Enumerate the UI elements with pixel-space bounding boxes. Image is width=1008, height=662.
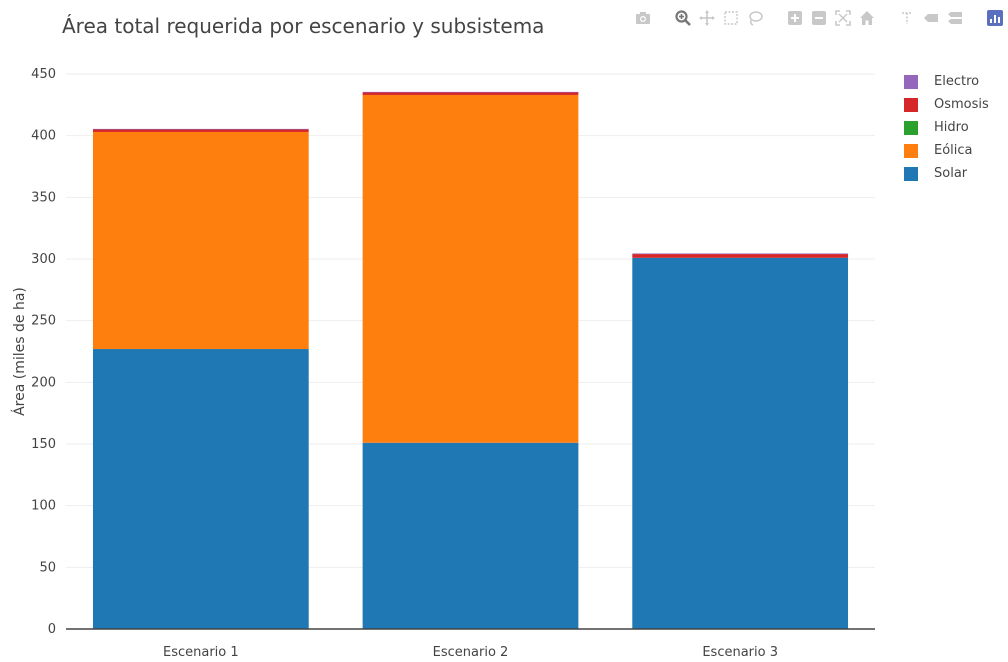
x-tick-label: Escenario 2 xyxy=(433,645,509,660)
y-tick-label: 150 xyxy=(31,437,56,452)
lasso-select-icon[interactable] xyxy=(746,9,764,27)
y-tick-label: 350 xyxy=(31,190,56,205)
legend-label: Hidro xyxy=(934,120,969,135)
bar-electro-2[interactable] xyxy=(362,91,579,93)
x-tick-label: Escenario 3 xyxy=(702,645,778,660)
legend-item-e-lica[interactable]: Eólica xyxy=(904,139,989,162)
legend-item-hidro[interactable]: Hidro xyxy=(904,116,989,139)
bar-solar-2[interactable] xyxy=(362,442,579,629)
zoom-in-icon[interactable] xyxy=(786,9,804,27)
autoscale-icon[interactable] xyxy=(834,9,852,27)
spike-lines-icon[interactable] xyxy=(898,9,916,27)
hover-closest-icon[interactable] xyxy=(922,9,940,27)
bars xyxy=(92,91,849,629)
bar-osmosis-3[interactable] xyxy=(632,254,849,258)
legend: Electro Osmosis Hidro Eólica Solar xyxy=(904,70,989,185)
legend-swatch xyxy=(904,166,918,181)
y-tick-label: 0 xyxy=(48,622,56,637)
chart-title: Área total requerida por escenario y sub… xyxy=(62,14,545,38)
bar-osmosis-1[interactable] xyxy=(92,129,309,132)
bar-electro-3[interactable] xyxy=(632,253,849,255)
legend-swatch xyxy=(904,74,918,89)
legend-label: Eólica xyxy=(934,143,973,158)
x-tick-label: Escenario 1 xyxy=(163,645,239,660)
hover-compare-icon[interactable] xyxy=(946,9,964,27)
camera-icon[interactable] xyxy=(634,9,652,27)
legend-label: Osmosis xyxy=(934,97,989,112)
legend-label: Solar xyxy=(934,166,968,181)
y-axis-title: Área (miles de ha) xyxy=(11,287,28,416)
bar-solar-1[interactable] xyxy=(92,349,309,629)
bar-e-lica-1[interactable] xyxy=(92,131,309,350)
x-axis-ticks: Escenario 1 Escenario 2 Escenario 3 xyxy=(163,645,778,660)
y-tick-label: 200 xyxy=(31,375,56,390)
legend-swatch xyxy=(904,143,918,158)
y-tick-label: 450 xyxy=(31,67,56,82)
plotly-logo-icon[interactable] xyxy=(986,9,1004,27)
bar-e-lica-2[interactable] xyxy=(362,94,579,443)
box-select-icon[interactable] xyxy=(722,9,740,27)
pan-icon[interactable] xyxy=(698,9,716,27)
zoom-icon[interactable] xyxy=(674,9,692,27)
bar-electro-1[interactable] xyxy=(92,128,309,130)
bar-solar-3[interactable] xyxy=(632,257,849,629)
legend-swatch xyxy=(904,120,918,135)
modebar xyxy=(634,8,1004,28)
legend-item-electro[interactable]: Electro xyxy=(904,70,989,93)
y-axis-ticks: 0 50 100 150 200 250 300 350 400 450 xyxy=(31,67,56,637)
y-tick-label: 400 xyxy=(31,129,56,144)
y-tick-label: 100 xyxy=(31,499,56,514)
reset-axes-icon[interactable] xyxy=(858,9,876,27)
legend-item-osmosis[interactable]: Osmosis xyxy=(904,93,989,116)
y-tick-label: 50 xyxy=(39,560,56,575)
legend-item-solar[interactable]: Solar xyxy=(904,162,989,185)
y-tick-label: 300 xyxy=(31,252,56,267)
zoom-out-icon[interactable] xyxy=(810,9,828,27)
legend-label: Electro xyxy=(934,74,980,89)
legend-swatch xyxy=(904,97,918,112)
bar-osmosis-2[interactable] xyxy=(362,92,579,95)
y-tick-label: 250 xyxy=(31,314,56,329)
